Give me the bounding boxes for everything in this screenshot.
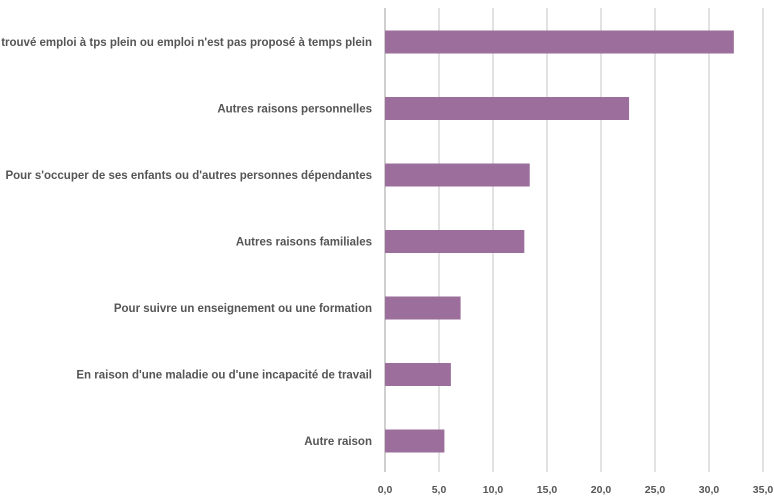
bar xyxy=(385,97,630,120)
category-label: Autres raisons personnelles xyxy=(217,104,372,116)
category-label: Pour s'occuper de ses enfants ou d'autre… xyxy=(5,170,372,182)
category-labels: Pas trouvé emploi à tps plein ou emploi … xyxy=(0,37,372,448)
x-tick-label: 25,0 xyxy=(645,484,666,496)
category-label: Autres raisons familiales xyxy=(236,237,372,249)
category-label: Pour suivre un enseignement ou une forma… xyxy=(114,303,372,315)
x-tick-label: 0,0 xyxy=(378,484,393,496)
bar xyxy=(385,30,734,54)
x-tick-label: 30,0 xyxy=(699,484,720,496)
x-tick-label: 5,0 xyxy=(432,484,447,496)
category-label: En raison d'une maladie ou d'une incapac… xyxy=(76,370,372,382)
category-label: Autre raison xyxy=(304,436,372,448)
bar xyxy=(385,230,525,253)
bar xyxy=(385,429,445,453)
x-tick-label: 10,0 xyxy=(483,484,504,496)
x-tick-label: 15,0 xyxy=(537,484,558,496)
bar xyxy=(385,163,530,187)
category-label: Pas trouvé emploi à tps plein ou emploi … xyxy=(0,37,372,49)
bar xyxy=(385,296,461,320)
bars xyxy=(385,30,734,453)
x-tick-label: 35,0 xyxy=(753,484,774,496)
bar xyxy=(385,363,451,386)
x-axis-tick-labels: 0,0 5,0 10,0 15,0 20,0 25,0 30,0 35,0 xyxy=(378,484,774,496)
x-tick-label: 20,0 xyxy=(591,484,612,496)
